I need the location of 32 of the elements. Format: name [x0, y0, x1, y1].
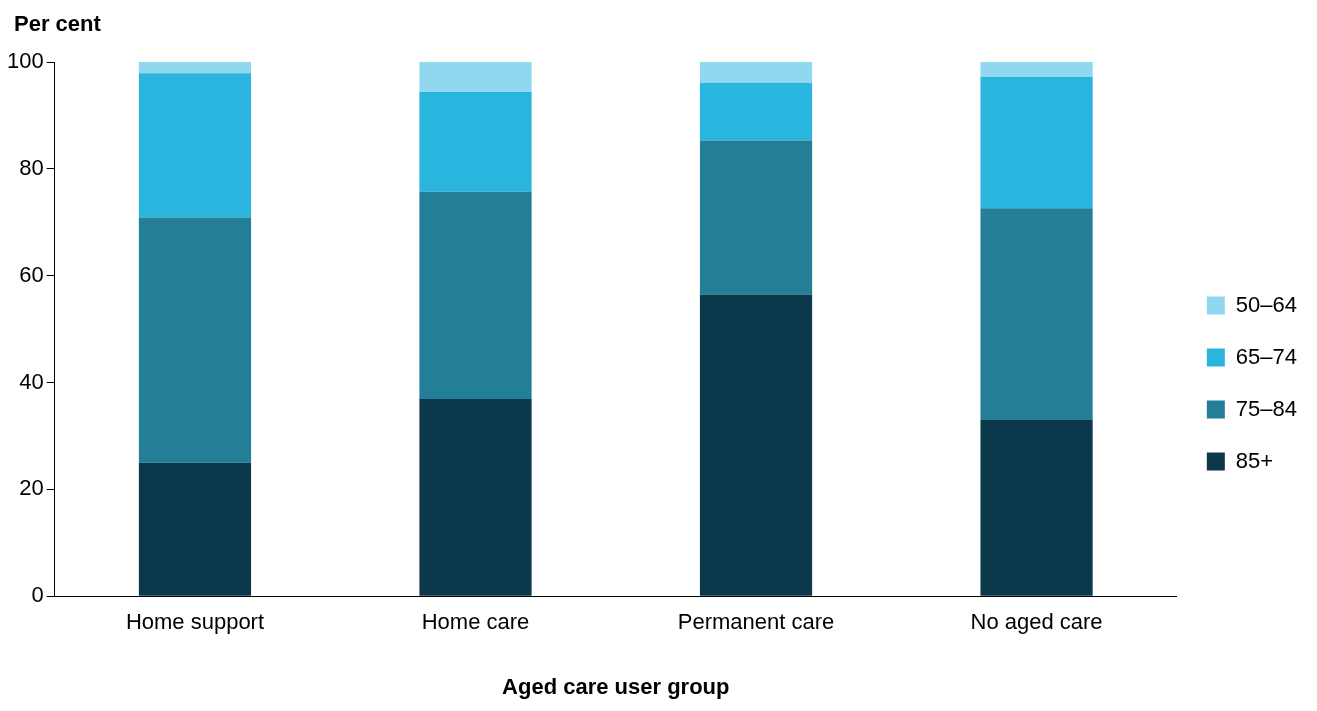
y-axis-title: Per cent: [14, 11, 102, 37]
legend-label: 50–64: [1235, 291, 1298, 317]
bar: [419, 62, 532, 92]
x-axis-title: Aged care user group: [502, 673, 730, 699]
bar: [699, 62, 813, 83]
y-tick-label: 0: [31, 582, 44, 608]
y-tick-label: 40: [19, 368, 44, 394]
legend-label: 75–84: [1235, 395, 1298, 421]
y-tick-label: 100: [6, 48, 44, 74]
bar: [980, 419, 1093, 596]
y-tick-label: 80: [19, 154, 44, 180]
y-tick-label: 20: [19, 475, 44, 501]
bar: [699, 294, 813, 596]
x-tick-label: Permanent care: [677, 609, 835, 635]
bar: [980, 62, 1093, 77]
bar: [138, 62, 252, 74]
bar: [419, 91, 532, 192]
bar: [419, 399, 532, 596]
y-tick-label: 60: [19, 261, 44, 287]
bar: [980, 208, 1093, 420]
bar: [138, 462, 252, 596]
bar: [419, 191, 532, 400]
x-tick-label: Home support: [125, 609, 265, 635]
legend-label: 85+: [1235, 447, 1274, 473]
bar: [138, 217, 252, 463]
x-tick-label: No aged care: [970, 609, 1103, 635]
bar: [980, 76, 1093, 209]
bar: [699, 140, 813, 295]
legend-label: 65–74: [1235, 343, 1298, 369]
bar: [699, 82, 813, 141]
x-tick-label: Home care: [421, 609, 530, 635]
bar: [138, 73, 252, 218]
